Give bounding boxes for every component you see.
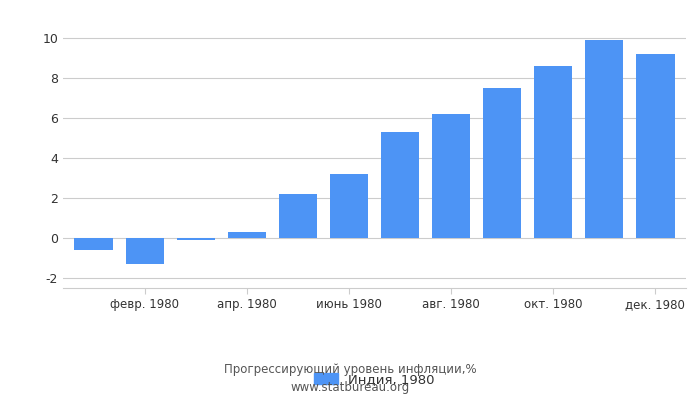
Bar [228, 232, 266, 238]
Text: Прогрессирующий уровень инфляции,%: Прогрессирующий уровень инфляции,% [224, 364, 476, 376]
Bar [585, 40, 624, 238]
Bar [381, 132, 419, 238]
Bar [534, 66, 573, 238]
Bar [125, 238, 164, 264]
Bar [432, 114, 470, 238]
Bar [330, 174, 368, 238]
Bar [636, 54, 675, 238]
Text: www.statbureau.org: www.statbureau.org [290, 382, 410, 394]
Bar [176, 238, 215, 240]
Legend: Индия, 1980: Индия, 1980 [309, 367, 440, 391]
Bar [74, 238, 113, 250]
Bar [279, 194, 317, 238]
Bar [483, 88, 522, 238]
